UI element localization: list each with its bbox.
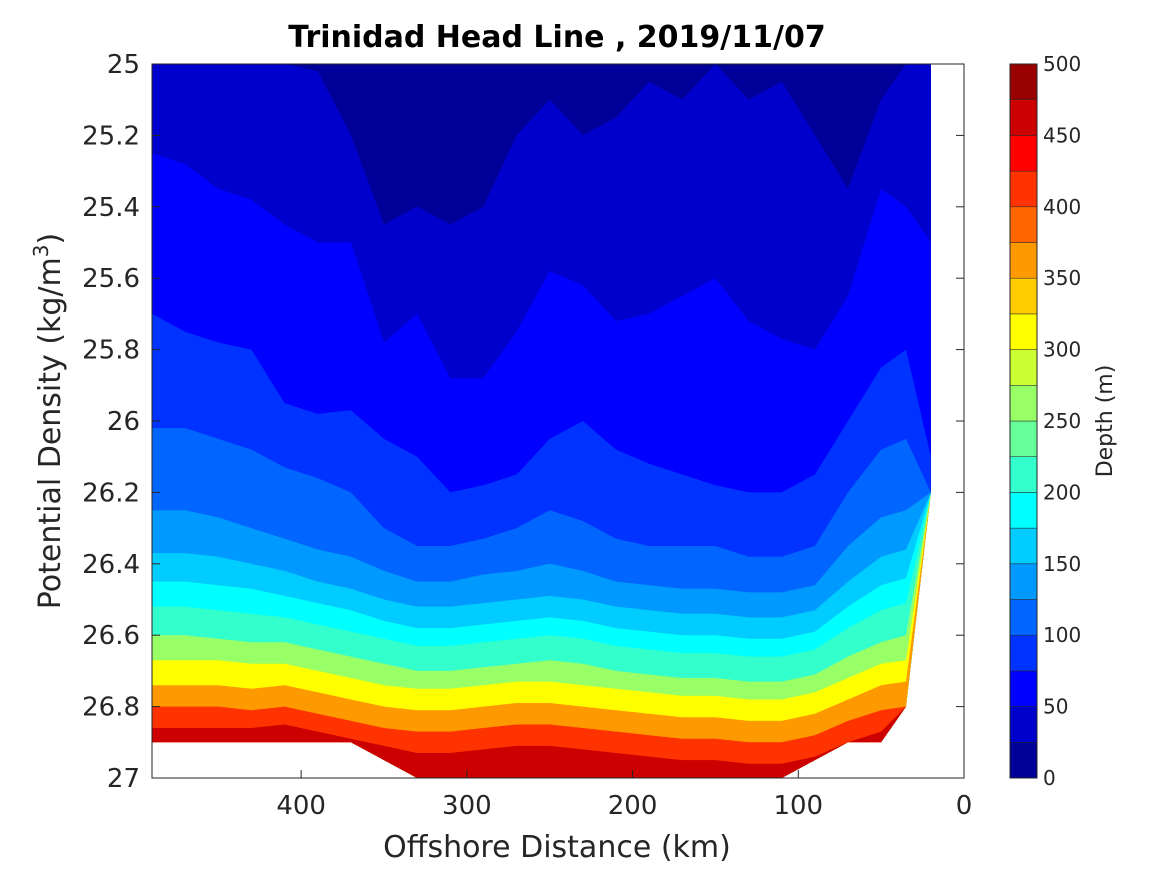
contour-band-0	[152, 64, 931, 225]
colorbar-swatch	[1009, 420, 1038, 457]
colorbar-label: Depth (m)	[1093, 365, 1118, 478]
x-axis: 400 300 200 100 0	[276, 770, 972, 821]
colorbar	[1009, 63, 1038, 779]
colorbar-swatch	[1009, 135, 1038, 172]
colorbar-tick-label: 300	[1043, 338, 1081, 362]
x-tick-label: 100	[773, 791, 823, 821]
y-axis-label: Potential Density (kg/m3)	[29, 233, 68, 609]
y-axis-label-main: Potential Density (kg/m	[33, 257, 68, 609]
y-axis-label-close: )	[33, 233, 68, 245]
colorbar-tick-label: 100	[1043, 623, 1081, 647]
colorbar-swatch	[1009, 634, 1038, 672]
colorbar-tick-label: 50	[1043, 695, 1068, 719]
colorbar-tick-label: 150	[1043, 552, 1081, 576]
colorbar-swatch	[1009, 563, 1038, 600]
colorbar-swatch	[1009, 277, 1038, 315]
colorbar-tick-label: 500	[1043, 52, 1081, 76]
x-tick-label: 300	[442, 791, 492, 821]
y-tick-label: 25.2	[82, 121, 140, 151]
colorbar-tick-label: 350	[1043, 266, 1081, 290]
y-tick-label: 26	[107, 407, 140, 437]
colorbar-swatch	[1009, 670, 1038, 707]
colorbar-frame	[1009, 63, 1038, 779]
colorbar-swatch	[1009, 206, 1038, 243]
colorbar-swatch	[1009, 456, 1038, 493]
colorbar-swatch	[1009, 527, 1038, 565]
colorbar-tick-label: 0	[1043, 766, 1056, 790]
colorbar-swatch	[1009, 99, 1038, 136]
x-tick-label: 400	[276, 791, 326, 821]
colorbar-tick-label: 200	[1043, 480, 1081, 504]
y-tick-label: 25.6	[82, 264, 140, 294]
x-tick-label: 0	[956, 791, 973, 821]
y-axis: 25 25.2 25.4 25.6 25.8 26 26.2 26.4 26.6 26.8 27	[82, 50, 964, 794]
contour-fill	[152, 64, 931, 778]
chart-title: Trinidad Head Line , 2019/11/07	[288, 20, 825, 55]
y-tick-label: 26.4	[82, 550, 140, 580]
y-tick-label: 26.2	[82, 478, 140, 508]
colorbar-swatch	[1009, 599, 1038, 636]
y-axis-label-superscript: 3	[29, 244, 53, 257]
y-tick-label: 25.4	[82, 193, 140, 223]
y-tick-label: 25	[107, 50, 140, 80]
colorbar-swatch	[1009, 170, 1038, 208]
y-tick-label: 26.8	[82, 693, 140, 723]
y-tick-label: 25.8	[82, 336, 140, 366]
colorbar-swatch	[1009, 385, 1038, 422]
colorbar-swatch	[1009, 242, 1038, 279]
contour-band-350	[152, 492, 931, 778]
colorbar-swatch	[1009, 63, 1038, 100]
colorbar-swatch	[1009, 706, 1038, 743]
colorbar-swatch	[1009, 492, 1038, 529]
y-tick-label: 26.6	[82, 621, 140, 651]
x-tick-label: 200	[608, 791, 658, 821]
colorbar-swatch	[1009, 742, 1038, 779]
colorbar-ticks: 0 50 100 150 200 250 300 350 400 450 500	[1043, 52, 1081, 790]
x-axis-label: Offshore Distance (km)	[383, 830, 731, 865]
y-tick-label: 27	[107, 764, 140, 794]
colorbar-tick-label: 450	[1043, 123, 1081, 147]
colorbar-tick-label: 400	[1043, 195, 1081, 219]
colorbar-swatch	[1009, 313, 1038, 350]
colorbar-tick-label: 250	[1043, 409, 1081, 433]
colorbar-swatch	[1009, 349, 1038, 386]
